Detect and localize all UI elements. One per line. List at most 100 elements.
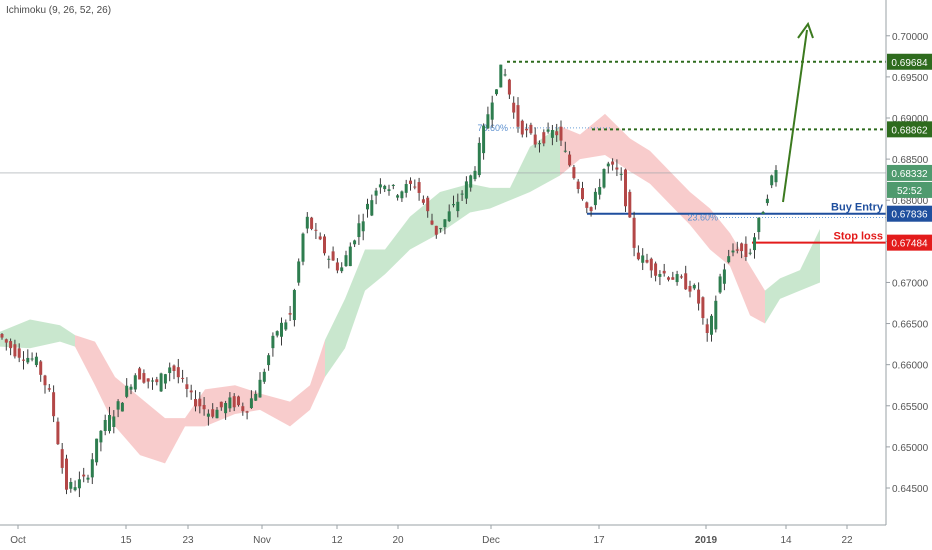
candle-body (262, 371, 266, 382)
candle-body (662, 270, 666, 274)
candle-body (69, 482, 73, 489)
candle-body (26, 357, 30, 363)
candle-body (116, 401, 120, 410)
candle-body (86, 477, 90, 480)
candle-body (275, 331, 279, 336)
cloud-segment (325, 298, 345, 377)
y-tick-label: 0.67000 (892, 278, 929, 289)
cloud-segment (780, 270, 800, 299)
candle-body (353, 240, 357, 245)
candle-body (697, 289, 701, 304)
candle-body (202, 404, 206, 410)
candle-body (374, 190, 378, 196)
candle-body (503, 74, 507, 76)
candle-body (73, 487, 77, 491)
candle-body (383, 185, 387, 190)
candle-body (22, 359, 25, 361)
candle-body (473, 170, 477, 180)
candle-body (90, 459, 94, 478)
candle-body (581, 188, 584, 200)
cloud-segment (310, 340, 325, 410)
candle-body (421, 199, 425, 203)
candle-body (357, 223, 361, 238)
fib-label: 78.60% (477, 123, 508, 133)
y-tick-label: 0.66500 (892, 320, 929, 331)
cloud-segment (385, 216, 410, 275)
current-label-bg (887, 164, 932, 181)
candle-body (624, 169, 627, 207)
candle-body (146, 378, 150, 382)
candle-body (215, 409, 219, 419)
cloud-segment (560, 126, 580, 176)
candle-body (95, 438, 99, 463)
candle-body (735, 249, 739, 251)
candle-body (366, 203, 369, 210)
x-tick-label: 12 (331, 535, 343, 546)
candle-body (447, 211, 451, 222)
candle-body (297, 261, 301, 283)
candle-body (249, 398, 253, 408)
candle-body (722, 269, 726, 284)
candle-body (718, 276, 722, 293)
candle-body (434, 225, 438, 235)
candle-body (469, 175, 473, 188)
y-tick-label: 0.70000 (892, 32, 929, 43)
candle-body (606, 163, 610, 167)
y-tick-label: 0.64500 (892, 484, 929, 495)
candle-body (292, 290, 296, 321)
candle-body (460, 193, 464, 195)
cloud-segment (470, 183, 490, 213)
candle-body (507, 79, 511, 95)
candle-body (426, 197, 430, 212)
candle-body (679, 276, 683, 278)
candle-body (47, 388, 51, 390)
cloud-segment (800, 229, 820, 291)
candle-body (533, 134, 537, 145)
candle-body (409, 180, 412, 184)
target-arrow (782, 21, 814, 203)
stop-loss-price-label: 0.67484 (891, 239, 928, 250)
candle-body (525, 128, 529, 131)
candle-body (327, 258, 331, 260)
candle-body (340, 267, 344, 272)
buy-entry-price-label: 0.67836 (891, 210, 928, 221)
candle-body (499, 64, 503, 88)
candle-body (323, 236, 326, 254)
fib-label: 23.60% (687, 212, 718, 222)
candle-body (43, 375, 47, 386)
candle-body (387, 189, 391, 191)
candle-body (17, 348, 21, 358)
cloud-segment (365, 249, 385, 291)
candle-body (649, 258, 653, 271)
candle-body (740, 243, 744, 252)
candle-body (125, 385, 129, 397)
candle-body (39, 361, 43, 375)
candle-body (477, 142, 481, 176)
cloud-segment (290, 385, 310, 427)
candle-body (108, 415, 111, 432)
stop-loss-annotation: Stop loss (833, 231, 883, 243)
x-tick-label: 17 (593, 535, 605, 546)
candle-body (490, 102, 494, 120)
candle-body (598, 187, 602, 195)
x-tick-label: 20 (392, 535, 404, 546)
cloud-segment (60, 325, 75, 347)
target-label-bg (887, 53, 932, 70)
candle-body (258, 379, 262, 398)
candle-body (559, 126, 563, 141)
x-tick-label: 23 (182, 535, 194, 546)
arrow-head (797, 21, 814, 39)
candle-body (318, 236, 322, 240)
candle-body (13, 344, 17, 357)
candle-body (748, 252, 752, 254)
candle-body (744, 243, 748, 258)
candle-body (572, 167, 576, 179)
candle-body (378, 184, 382, 188)
candle-body (417, 182, 421, 193)
candle-body (692, 284, 696, 289)
x-tick-label: 22 (841, 535, 853, 546)
candle-body (615, 167, 619, 170)
candles (0, 64, 778, 498)
